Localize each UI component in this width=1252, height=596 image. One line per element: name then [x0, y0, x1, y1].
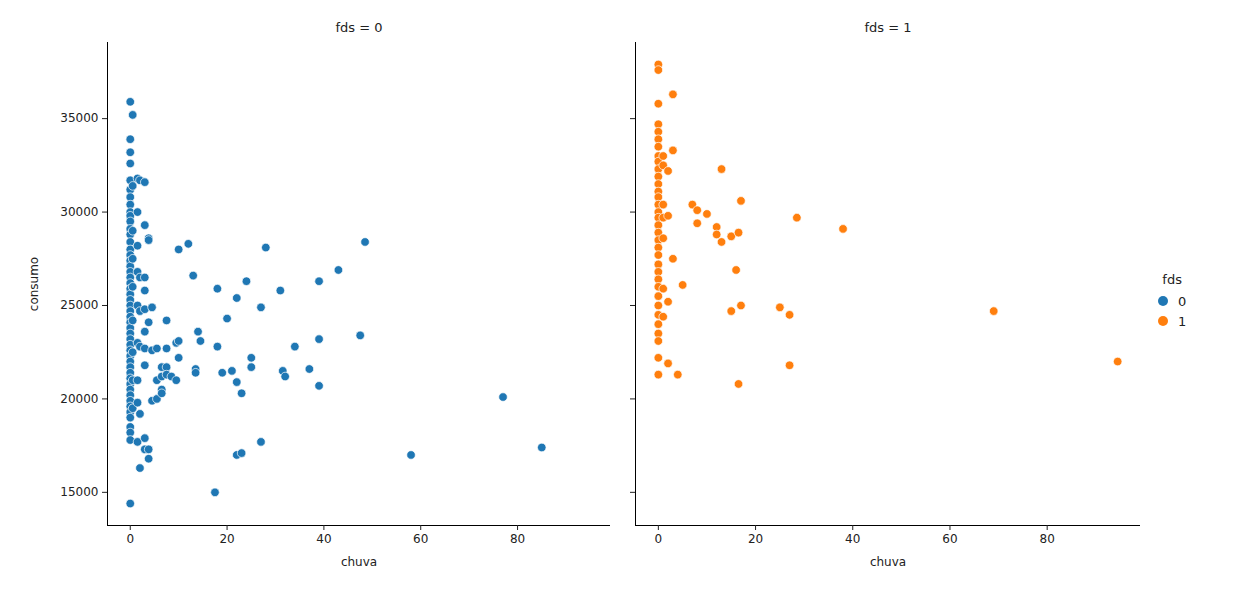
html-text:0: 0 [1178, 293, 1187, 309]
svg-text:fds = 1: fds = 1 [864, 20, 911, 35]
svg-text:consumo: consumo [27, 257, 41, 311]
svg-text:chuva: chuva [341, 555, 377, 569]
svg-text:40: 40 [845, 532, 860, 546]
svg-text:30000: 30000 [60, 205, 98, 219]
svg-text:40: 40 [316, 532, 331, 546]
svg-text:20: 20 [219, 532, 234, 546]
svg-text:20: 20 [748, 532, 763, 546]
svg-text:80: 80 [510, 532, 525, 546]
svg-text:20000: 20000 [60, 392, 98, 406]
svg-text:chuva: chuva [870, 555, 906, 569]
svg-text:80: 80 [1040, 532, 1055, 546]
html-text:fds: fds [1162, 272, 1182, 287]
svg-text:35000: 35000 [60, 111, 98, 125]
svg-text:fds = 0: fds = 0 [335, 20, 382, 35]
svg-text:15000: 15000 [60, 485, 98, 499]
svg-text:60: 60 [942, 532, 957, 546]
svg-text:25000: 25000 [60, 298, 98, 312]
svg-text:0: 0 [126, 532, 134, 546]
svg-text:60: 60 [413, 532, 428, 546]
svg-text:0: 0 [655, 532, 663, 546]
html-text:1: 1 [1178, 313, 1187, 329]
